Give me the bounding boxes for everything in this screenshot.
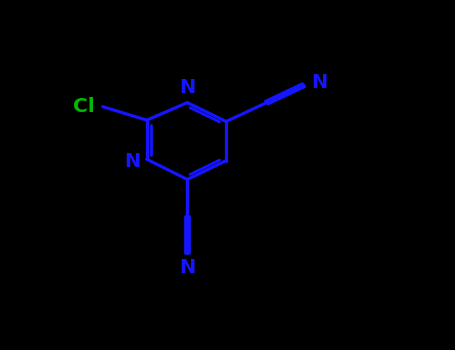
Text: N: N xyxy=(179,78,196,97)
Text: Cl: Cl xyxy=(73,97,95,116)
Text: N: N xyxy=(179,258,196,277)
Text: N: N xyxy=(311,74,327,92)
Text: N: N xyxy=(124,153,141,172)
